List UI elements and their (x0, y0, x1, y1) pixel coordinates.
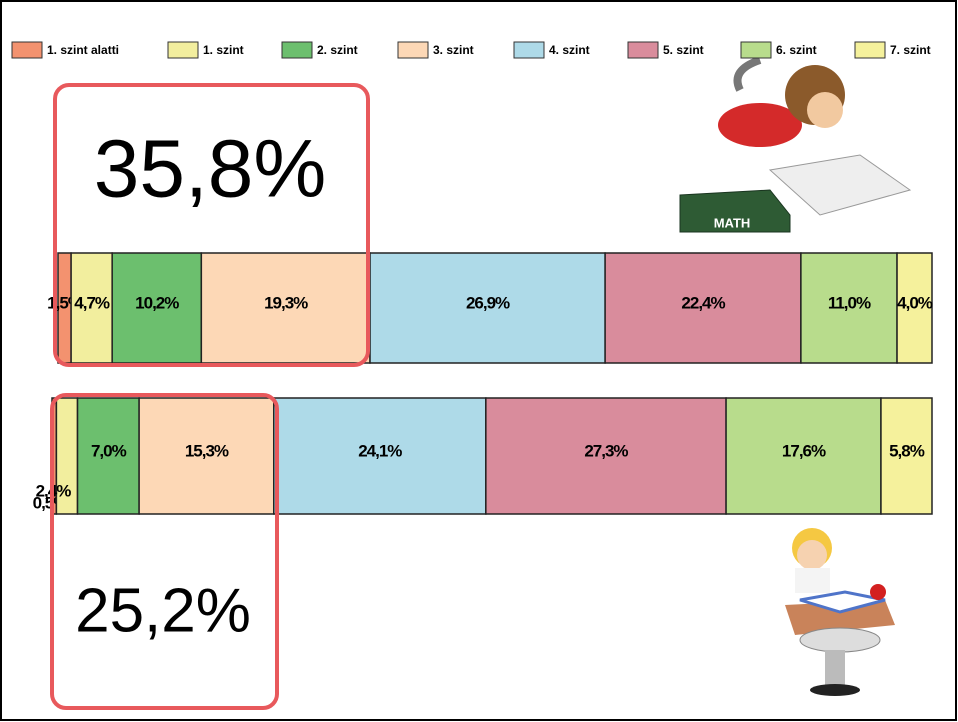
legend-swatch (514, 42, 544, 58)
legend-label: 1. szint (203, 43, 244, 57)
legend-swatch (282, 42, 312, 58)
value-label: 4,0% (897, 293, 933, 312)
slide: MATH 1. szint alatti 1. szint 2. szint 3. s… (0, 0, 958, 722)
value-label: 5,8% (889, 441, 925, 460)
legend-swatch (855, 42, 885, 58)
legend-swatch (168, 42, 198, 58)
legend-swatch (12, 42, 42, 58)
value-label: 17,6% (782, 441, 826, 460)
legend-swatch (398, 42, 428, 58)
legend-label: 7. szint (890, 43, 931, 57)
legend-label: 5. szint (663, 43, 704, 57)
legend-label: 4. szint (549, 43, 590, 57)
value-label: 24,1% (358, 441, 402, 460)
value-label: 22,4% (681, 293, 725, 312)
callout-text: 25,2% (75, 576, 251, 645)
legend-label: 3. szint (433, 43, 474, 57)
legend-swatch (628, 42, 658, 58)
value-label: 15,3% (185, 441, 229, 460)
value-label: 27,3% (584, 441, 628, 460)
legend-label: 1. szint alatti (47, 43, 119, 57)
value-label: 7,0% (91, 441, 127, 460)
value-label: 19,3% (264, 293, 308, 312)
callout-text: 35,8% (94, 124, 327, 215)
value-label: 11,0% (828, 293, 871, 312)
legend-swatch (741, 42, 771, 58)
value-label: 26,9% (466, 293, 510, 312)
book-label: MATH (714, 215, 751, 230)
legend-label: 6. szint (776, 43, 817, 57)
legend-label: 2. szint (317, 43, 358, 57)
value-label: 4,7% (74, 293, 110, 312)
value-label: 10,2% (135, 293, 179, 312)
page: MATH 1. szint alatti 1. szint 2. szint 3. s… (0, 0, 958, 722)
